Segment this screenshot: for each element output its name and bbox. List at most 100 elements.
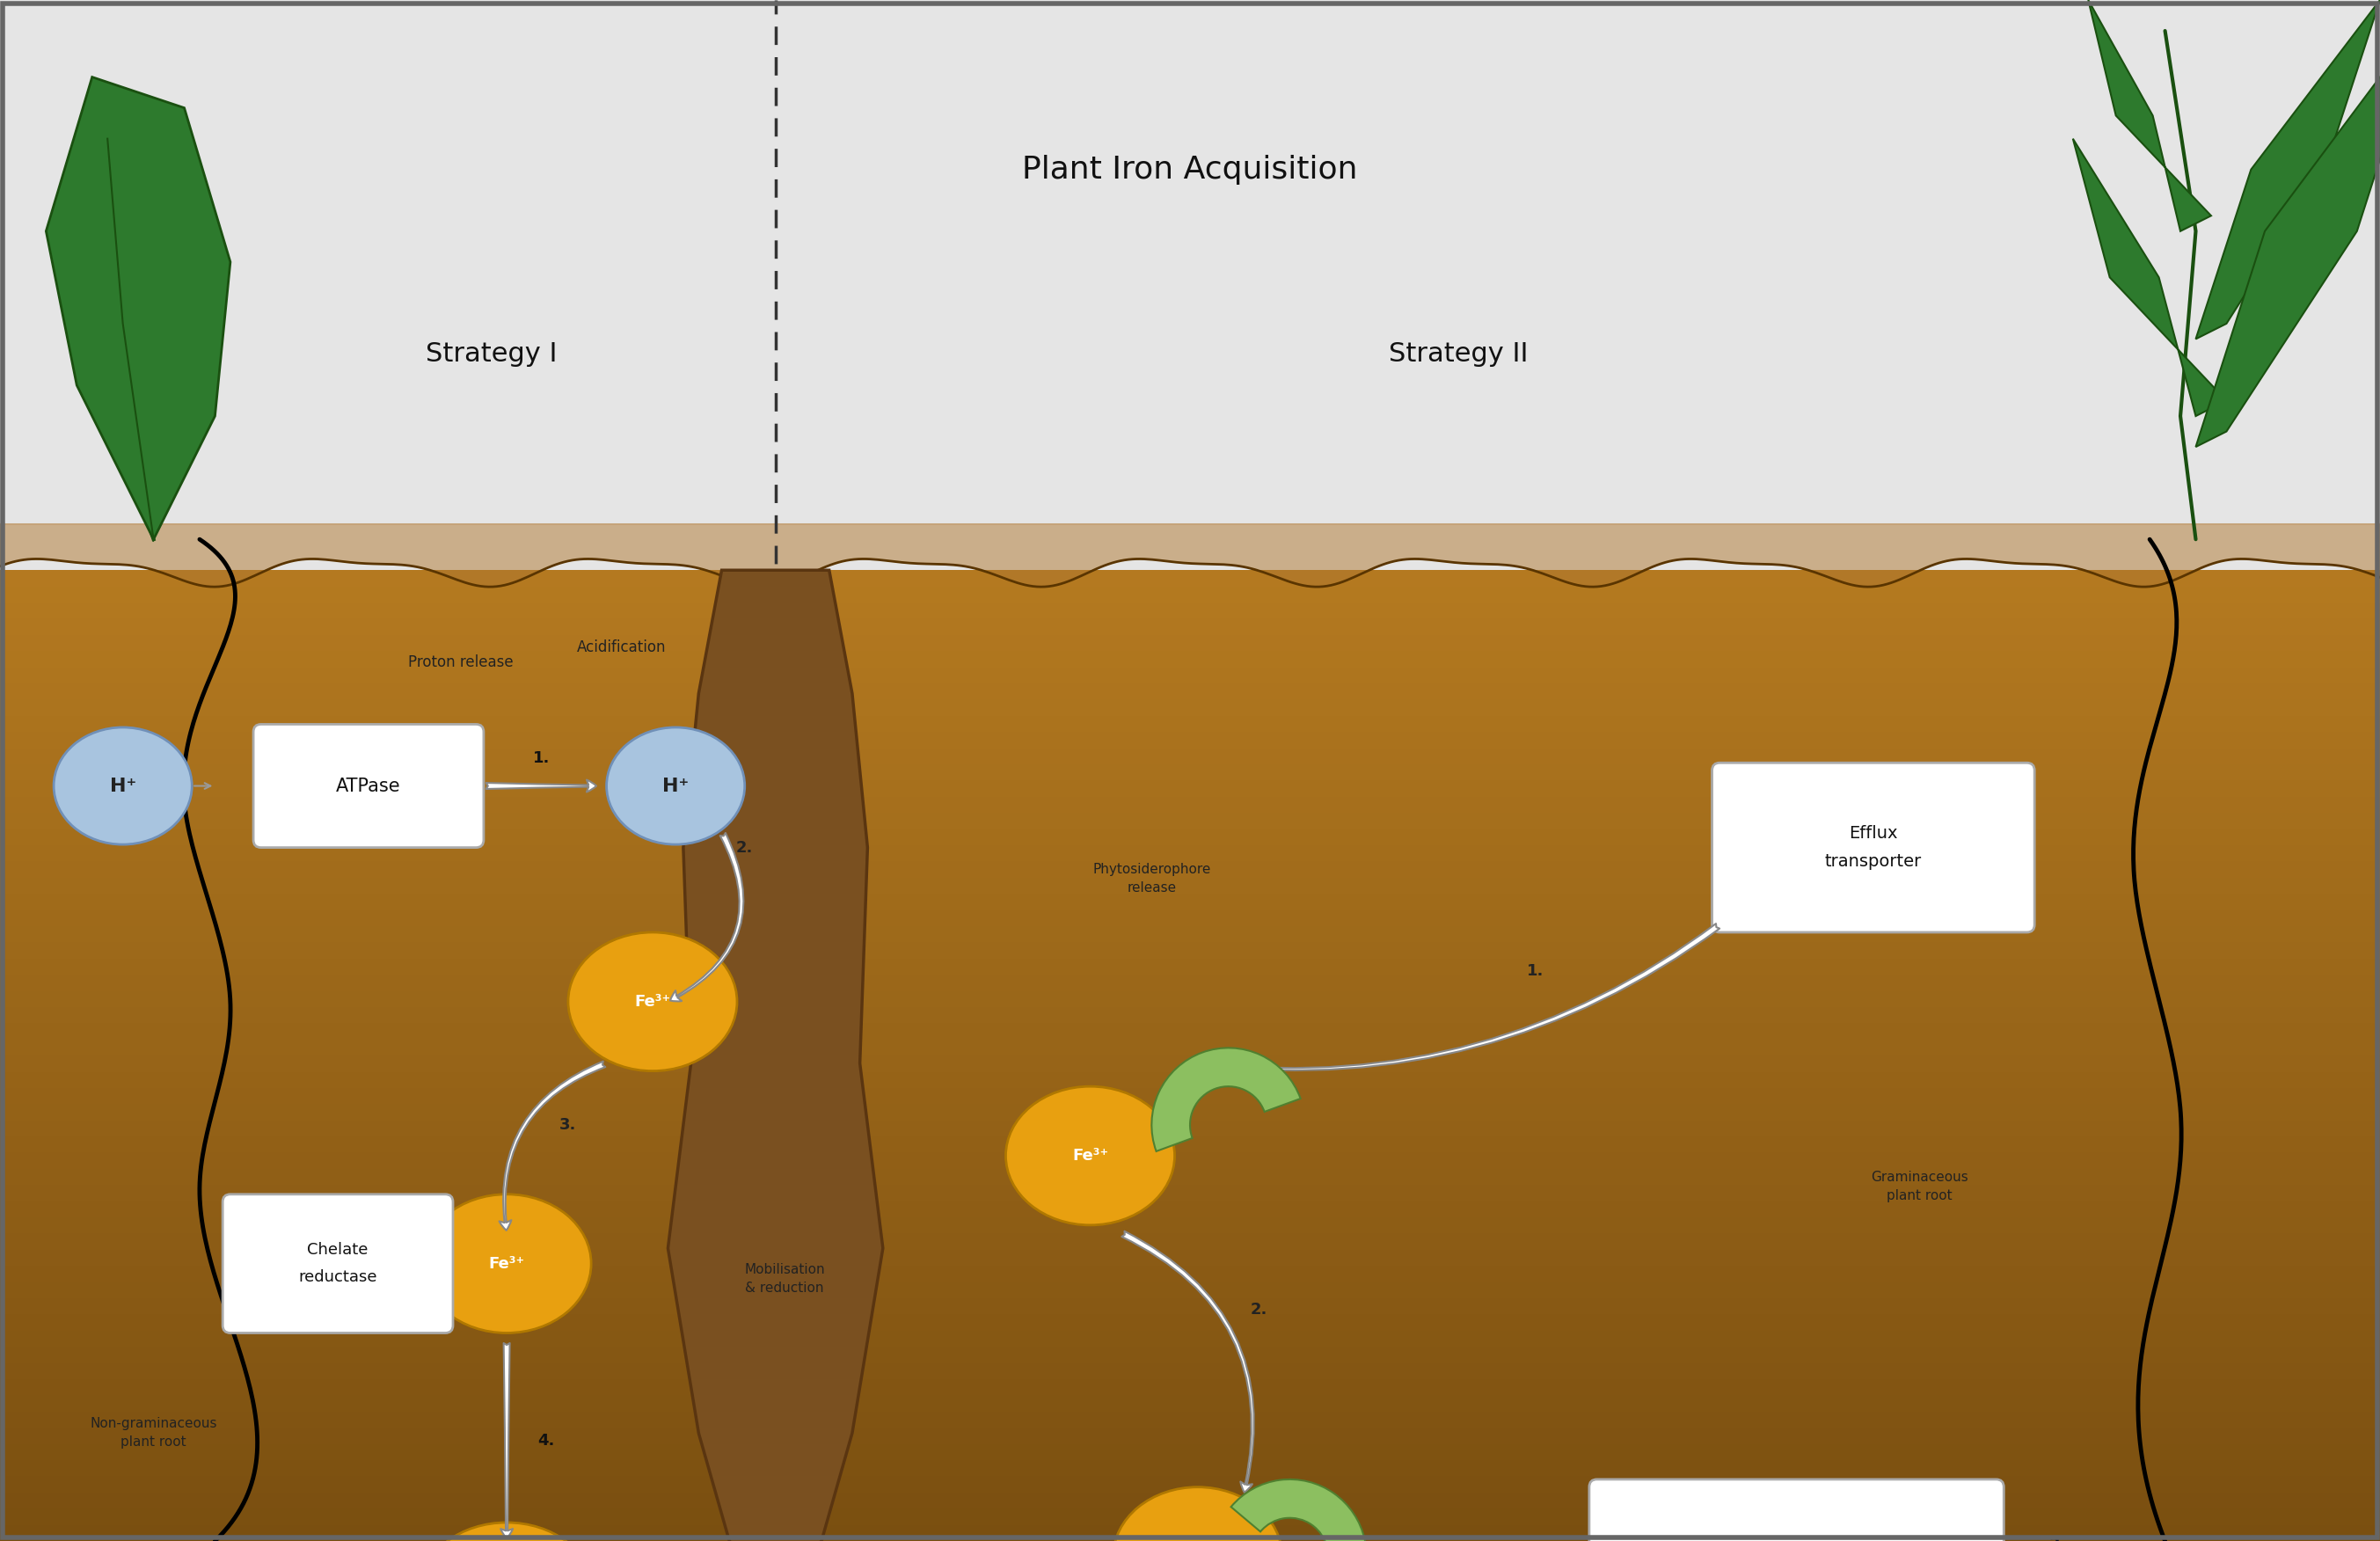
Text: Fe³⁺: Fe³⁺ xyxy=(635,994,671,1009)
Bar xyxy=(0,1153,2380,1170)
Bar xyxy=(0,844,2380,861)
Polygon shape xyxy=(2197,0,2380,339)
Bar xyxy=(0,959,2380,975)
Bar xyxy=(0,943,2380,959)
Bar xyxy=(0,587,2380,603)
Bar xyxy=(0,797,2380,814)
Ellipse shape xyxy=(421,1523,590,1541)
Text: Efflux: Efflux xyxy=(1849,826,1897,841)
Bar xyxy=(0,603,2380,619)
Bar xyxy=(0,926,2380,942)
Bar xyxy=(0,717,2380,732)
Ellipse shape xyxy=(569,932,738,1071)
Bar xyxy=(0,732,2380,749)
Text: Phytosiderophore
release: Phytosiderophore release xyxy=(1092,863,1211,894)
Polygon shape xyxy=(45,77,231,539)
Bar xyxy=(0,1023,2380,1040)
Bar xyxy=(0,764,2380,781)
Bar xyxy=(0,1056,2380,1073)
Text: 3.: 3. xyxy=(2049,1536,2066,1541)
Bar xyxy=(0,1298,2380,1314)
Bar xyxy=(0,1427,2380,1444)
Bar xyxy=(0,1314,2380,1331)
Bar xyxy=(0,909,2380,926)
Bar xyxy=(0,1233,2380,1250)
Wedge shape xyxy=(1230,1479,1366,1541)
Bar xyxy=(0,1040,2380,1056)
Text: Strategy I: Strategy I xyxy=(426,342,557,367)
Bar xyxy=(0,829,2380,846)
Text: ATPase: ATPase xyxy=(336,777,400,795)
Bar xyxy=(0,1137,2380,1153)
Bar xyxy=(0,1103,2380,1120)
Bar xyxy=(0,878,2380,894)
Text: Plant Iron Acquisition: Plant Iron Acquisition xyxy=(1023,154,1357,185)
Text: Acidification: Acidification xyxy=(578,640,666,655)
Bar xyxy=(0,1250,2380,1267)
FancyBboxPatch shape xyxy=(1590,1479,2004,1541)
Bar xyxy=(0,1509,2380,1526)
Text: Chelate: Chelate xyxy=(307,1242,369,1257)
Bar xyxy=(0,1120,2380,1137)
Text: reductase: reductase xyxy=(298,1270,376,1285)
Wedge shape xyxy=(1152,1048,1299,1151)
Bar xyxy=(0,1492,2380,1509)
Bar xyxy=(0,1168,2380,1185)
Bar xyxy=(0,700,2380,717)
Text: 3.: 3. xyxy=(559,1117,576,1133)
Bar xyxy=(0,619,2380,635)
Ellipse shape xyxy=(1007,1086,1176,1225)
Text: Graminaceous
plant root: Graminaceous plant root xyxy=(1871,1171,1968,1202)
Text: H⁺: H⁺ xyxy=(662,777,688,795)
Polygon shape xyxy=(2073,139,2225,416)
Bar xyxy=(0,652,2380,667)
Bar xyxy=(0,1008,2380,1023)
Text: H⁺: H⁺ xyxy=(109,777,136,795)
Bar xyxy=(0,1073,2380,1088)
Bar xyxy=(0,1362,2380,1379)
Ellipse shape xyxy=(421,1194,590,1333)
Bar xyxy=(0,1347,2380,1364)
FancyBboxPatch shape xyxy=(252,724,483,848)
Bar xyxy=(0,635,2380,652)
Bar xyxy=(0,749,2380,764)
Bar xyxy=(0,1444,2380,1461)
Text: 1.: 1. xyxy=(533,750,550,766)
Ellipse shape xyxy=(607,727,745,844)
Text: Proton release: Proton release xyxy=(407,655,514,670)
Bar xyxy=(0,1412,2380,1427)
Bar xyxy=(0,781,2380,797)
Bar xyxy=(0,814,2380,829)
Bar xyxy=(0,1267,2380,1282)
Bar xyxy=(0,1331,2380,1347)
Text: Mobilisation
& reduction: Mobilisation & reduction xyxy=(745,1264,826,1294)
Bar xyxy=(0,1185,2380,1202)
Bar xyxy=(0,991,2380,1008)
Text: Fe³⁺: Fe³⁺ xyxy=(488,1256,526,1271)
Bar xyxy=(0,1396,2380,1412)
Polygon shape xyxy=(2197,15,2380,447)
Bar xyxy=(0,1202,2380,1217)
Polygon shape xyxy=(669,570,883,1541)
Text: 2.: 2. xyxy=(735,840,752,855)
Text: 1.: 1. xyxy=(1528,963,1545,979)
Bar xyxy=(0,1217,2380,1233)
Bar xyxy=(0,975,2380,991)
Ellipse shape xyxy=(55,727,193,844)
Bar xyxy=(0,861,2380,878)
Polygon shape xyxy=(2087,0,2211,231)
Bar xyxy=(0,1476,2380,1492)
Bar xyxy=(0,1526,2380,1541)
FancyBboxPatch shape xyxy=(224,1194,452,1333)
Bar xyxy=(0,1379,2380,1396)
Text: Non-graminaceous
plant root: Non-graminaceous plant root xyxy=(90,1418,217,1449)
Ellipse shape xyxy=(1114,1487,1283,1541)
Text: Strategy II: Strategy II xyxy=(1390,342,1528,367)
Bar xyxy=(0,1088,2380,1103)
Text: Fe³⁺: Fe³⁺ xyxy=(1071,1148,1109,1163)
Text: 4.: 4. xyxy=(538,1433,555,1449)
FancyBboxPatch shape xyxy=(1711,763,2035,932)
Text: transporter: transporter xyxy=(1825,854,1921,869)
Bar xyxy=(0,1282,2380,1298)
Bar xyxy=(0,894,2380,909)
